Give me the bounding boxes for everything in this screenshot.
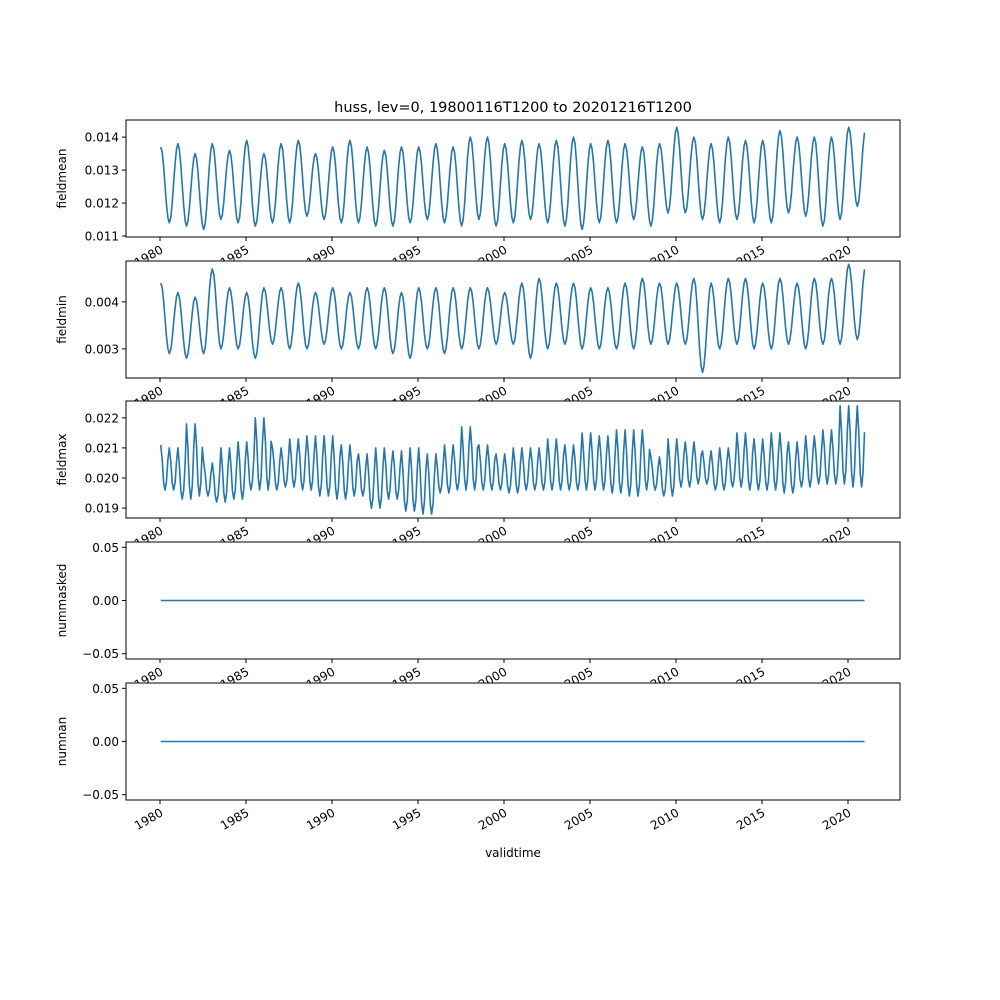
y-tick-label: 0.00 [92, 735, 119, 749]
y-tick-label: 0.011 [85, 230, 119, 244]
y-tick-label: 0.013 [85, 164, 119, 178]
axes-frame [125, 119, 901, 238]
axes-frame [125, 260, 901, 379]
y-axis-label: nummasked [55, 564, 69, 638]
series-line-fieldmean [159, 126, 866, 231]
y-tick-label: 0.003 [85, 342, 119, 356]
y-axis-label: fieldmin [55, 295, 69, 344]
y-tick-label: 0.00 [92, 594, 119, 608]
y-tick-label: 0.021 [85, 441, 119, 455]
y-axis-label: fieldmean [55, 149, 69, 209]
y-tick-label: 0.019 [85, 502, 119, 516]
y-axis-label: numnan [55, 717, 69, 766]
axes-frame [125, 400, 901, 519]
y-axis-label: fieldmax [55, 433, 69, 485]
y-tick-label: −0.05 [82, 788, 119, 802]
y-tick-label: 0.05 [92, 541, 119, 555]
x-axis-label: validtime [485, 846, 541, 860]
y-tick-label: 0.020 [85, 471, 119, 485]
chart-title: huss, lev=0, 19800116T1200 to 20201216T1… [334, 100, 692, 116]
axes-background [126, 120, 900, 237]
y-tick-label: 0.004 [85, 295, 119, 309]
y-tick-label: 0.014 [85, 131, 119, 145]
y-tick-label: 0.012 [85, 197, 119, 211]
y-tick-label: 0.022 [85, 411, 119, 425]
series-line-fieldmin [159, 263, 866, 374]
series-line-fieldmax [159, 404, 866, 515]
y-tick-label: 0.05 [92, 682, 119, 696]
y-tick-label: −0.05 [82, 647, 119, 661]
